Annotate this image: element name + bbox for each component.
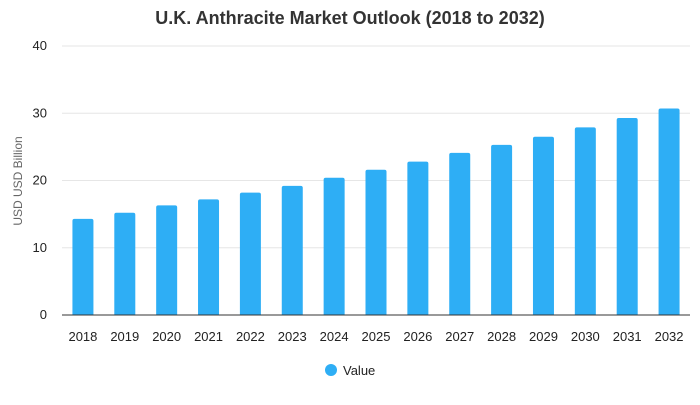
- bar[interactable]: [114, 212, 136, 315]
- x-tick-label: 2032: [655, 329, 684, 344]
- bar[interactable]: [616, 117, 638, 316]
- chart-title: U.K. Anthracite Market Outlook (2018 to …: [155, 8, 544, 28]
- legend-label: Value: [343, 363, 375, 378]
- y-tick-label: 20: [33, 173, 47, 188]
- bar[interactable]: [532, 136, 554, 315]
- legend[interactable]: Value: [325, 363, 375, 378]
- x-tick-label: 2030: [571, 329, 600, 344]
- x-axis-ticks: 2018 2019 2020 2021 2022 2023 2024 2025 2026 2027…: [68, 329, 683, 344]
- bar[interactable]: [198, 199, 220, 315]
- y-tick-label: 40: [33, 38, 47, 53]
- bar[interactable]: [323, 177, 345, 315]
- bar[interactable]: [72, 218, 94, 315]
- bar[interactable]: [156, 205, 178, 315]
- bar[interactable]: [449, 152, 471, 315]
- legend-marker-icon: [325, 364, 337, 376]
- x-tick-label: 2020: [152, 329, 181, 344]
- x-tick-label: 2022: [236, 329, 265, 344]
- bar[interactable]: [574, 127, 596, 315]
- x-tick-label: 2021: [194, 329, 223, 344]
- x-tick-label: 2023: [278, 329, 307, 344]
- bars: [72, 108, 680, 316]
- bar[interactable]: [281, 185, 303, 315]
- x-tick-label: 2031: [613, 329, 642, 344]
- y-tick-label: 30: [33, 105, 47, 120]
- x-tick-label: 2019: [110, 329, 139, 344]
- bar[interactable]: [365, 169, 387, 315]
- y-tick-label: 10: [33, 240, 47, 255]
- x-tick-label: 2018: [68, 329, 97, 344]
- x-tick-label: 2027: [445, 329, 474, 344]
- x-tick-label: 2025: [362, 329, 391, 344]
- y-axis-label: USD USD Billion: [11, 136, 25, 225]
- x-tick-label: 2028: [487, 329, 516, 344]
- bar[interactable]: [407, 161, 429, 315]
- y-tick-label: 0: [40, 307, 47, 322]
- bar[interactable]: [239, 192, 261, 315]
- bar[interactable]: [658, 108, 680, 315]
- x-tick-label: 2024: [320, 329, 349, 344]
- y-axis-ticks: 0 10 20 30 40: [33, 38, 47, 322]
- bar[interactable]: [491, 144, 513, 315]
- x-tick-label: 2029: [529, 329, 558, 344]
- x-tick-label: 2026: [403, 329, 432, 344]
